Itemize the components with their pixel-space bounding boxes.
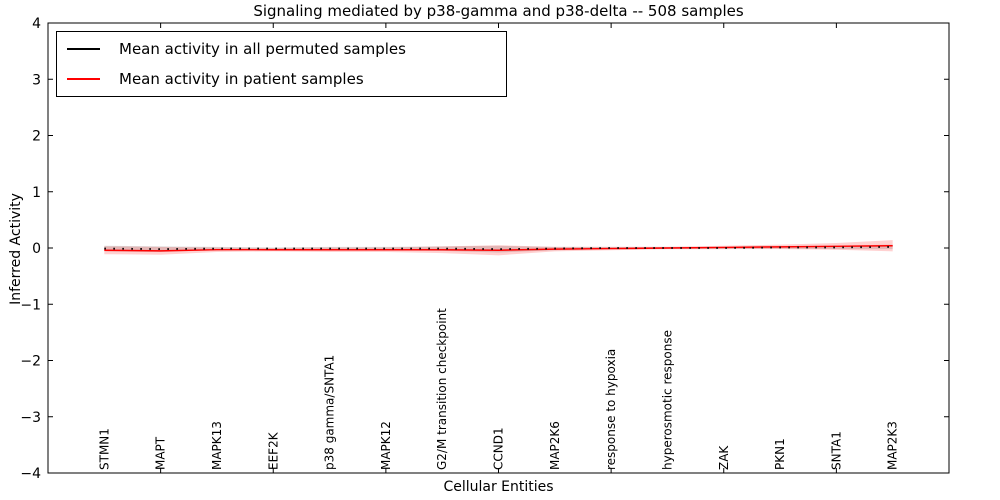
entity-label: PKN1 bbox=[773, 438, 787, 470]
legend-item-patient: Mean activity in patient samples bbox=[57, 66, 506, 92]
entity-label: STMN1 bbox=[97, 428, 111, 470]
entity-label: MAP2K3 bbox=[886, 421, 900, 470]
x-axis-title: Cellular Entities bbox=[443, 479, 554, 495]
entity-label: response to hypoxia bbox=[604, 349, 618, 470]
entity-label: SNTA1 bbox=[829, 431, 843, 470]
chart-title: Signaling mediated by p38-gamma and p38-… bbox=[253, 2, 744, 20]
series-band-0 bbox=[104, 244, 893, 253]
y-tick-label: 3 bbox=[32, 72, 41, 88]
y-tick-label: −1 bbox=[20, 297, 41, 313]
legend-line-patient-icon bbox=[67, 78, 100, 80]
legend: Mean activity in all permuted samples Me… bbox=[56, 31, 507, 97]
y-tick-label: −2 bbox=[20, 354, 41, 370]
entity-label: G2/M transition checkpoint bbox=[435, 308, 449, 470]
entity-label: EEF2K bbox=[266, 431, 280, 470]
y-tick-label: 2 bbox=[32, 129, 41, 145]
series-band-1 bbox=[104, 240, 893, 256]
entity-label: CCND1 bbox=[492, 427, 506, 470]
entity-label: MAPK13 bbox=[210, 421, 224, 470]
legend-item-permuted: Mean activity in all permuted samples bbox=[57, 36, 506, 62]
entity-label: p38 gamma/SNTA1 bbox=[323, 355, 337, 470]
y-tick-label: −3 bbox=[20, 410, 41, 426]
entity-label: MAPT bbox=[154, 436, 168, 470]
legend-label-permuted: Mean activity in all permuted samples bbox=[119, 40, 406, 58]
legend-line-permuted-icon bbox=[67, 48, 100, 50]
entity-label: MAP2K6 bbox=[548, 421, 562, 470]
legend-label-patient: Mean activity in patient samples bbox=[119, 70, 364, 88]
y-tick-label: 1 bbox=[32, 185, 41, 201]
y-tick-label: −4 bbox=[20, 466, 41, 482]
entity-label: hyperosmotic response bbox=[660, 330, 674, 470]
entity-label: ZAK bbox=[717, 445, 731, 470]
y-tick-label: 0 bbox=[32, 241, 41, 257]
entity-label: MAPK12 bbox=[379, 421, 393, 470]
y-tick-label: 4 bbox=[32, 16, 41, 32]
